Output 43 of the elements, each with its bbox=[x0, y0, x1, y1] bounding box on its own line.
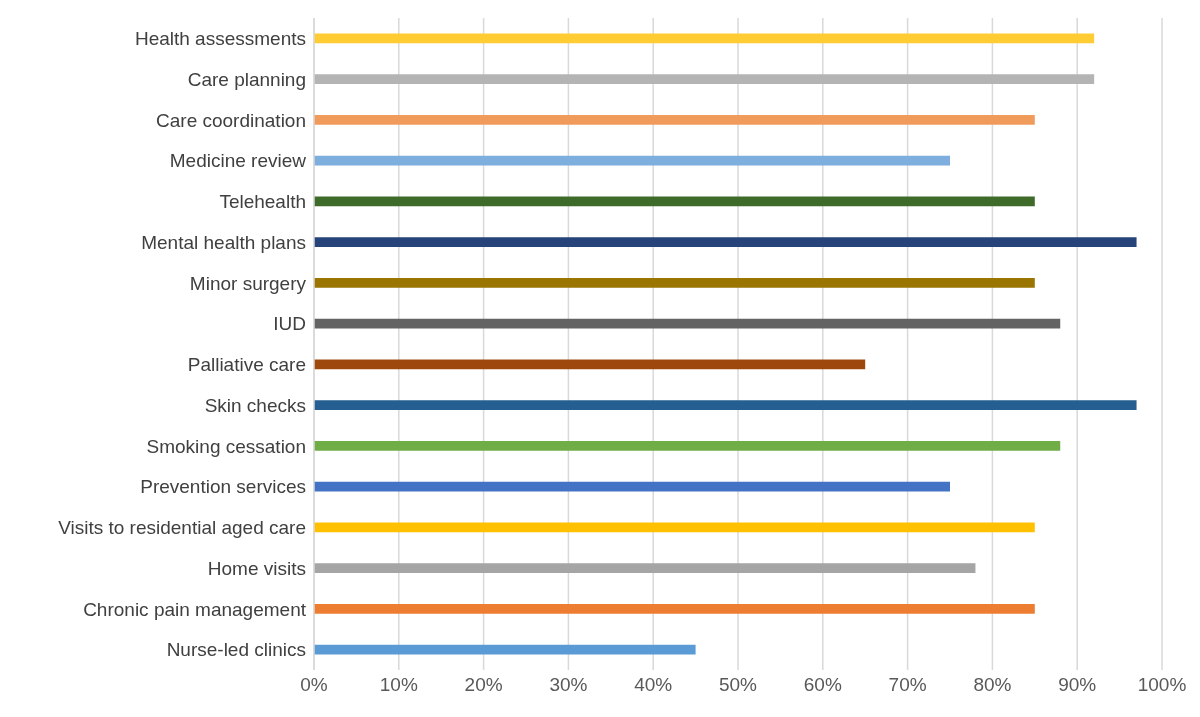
x-tick-label: 80% bbox=[973, 674, 1012, 696]
y-tick-label: Palliative care bbox=[187, 354, 306, 376]
y-tick-label: Chronic pain management bbox=[83, 598, 307, 620]
bar bbox=[314, 359, 866, 370]
bar bbox=[314, 400, 1137, 411]
y-tick-label: Medicine review bbox=[169, 150, 307, 172]
x-tick-label: 10% bbox=[379, 674, 418, 696]
y-tick-label: Telehealth bbox=[219, 191, 306, 213]
x-tick-label: 0% bbox=[300, 674, 328, 696]
x-tick-label: 30% bbox=[549, 674, 588, 696]
y-tick-label: Smoking cessation bbox=[146, 435, 306, 457]
y-tick-label: Skin checks bbox=[204, 394, 306, 416]
bar bbox=[314, 114, 1035, 125]
y-tick-label: Prevention services bbox=[140, 476, 306, 498]
y-tick-label: Minor surgery bbox=[189, 272, 307, 294]
bar bbox=[314, 481, 950, 492]
x-tick-label: 90% bbox=[1058, 674, 1097, 696]
x-tick-label: 70% bbox=[888, 674, 927, 696]
bar bbox=[314, 522, 1035, 533]
y-tick-label: Health assessments bbox=[134, 28, 306, 50]
y-tick-label: Mental health plans bbox=[141, 231, 306, 253]
bar bbox=[314, 603, 1035, 614]
y-tick-label: IUD bbox=[273, 313, 306, 335]
y-tick-label: Home visits bbox=[207, 557, 306, 579]
y-tick-label: Nurse-led clinics bbox=[166, 639, 306, 661]
bar bbox=[314, 644, 696, 655]
x-tick-label: 20% bbox=[464, 674, 503, 696]
bar bbox=[314, 318, 1061, 329]
bar bbox=[314, 196, 1035, 207]
bar bbox=[314, 277, 1035, 288]
x-tick-label: 100% bbox=[1137, 674, 1187, 696]
bar bbox=[314, 33, 1095, 44]
bar bbox=[314, 237, 1137, 248]
bar bbox=[314, 440, 1061, 451]
x-tick-label: 60% bbox=[803, 674, 842, 696]
bar bbox=[314, 74, 1095, 85]
x-tick-label: 40% bbox=[634, 674, 673, 696]
bar bbox=[314, 563, 976, 574]
bar bbox=[314, 155, 950, 166]
y-tick-label: Visits to residential aged care bbox=[58, 517, 306, 539]
y-tick-label: Care planning bbox=[187, 68, 306, 90]
x-tick-label: 50% bbox=[718, 674, 758, 696]
y-tick-label: Care coordination bbox=[156, 109, 306, 131]
